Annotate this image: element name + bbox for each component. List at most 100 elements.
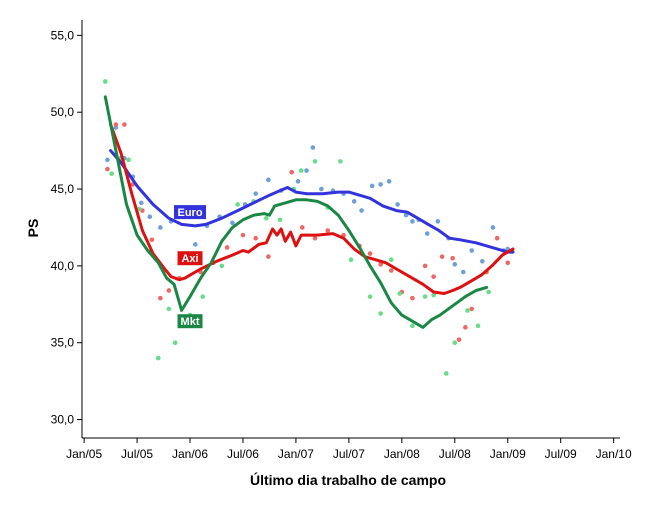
axi-series-label: Axi bbox=[177, 251, 203, 266]
euro-data-point bbox=[452, 262, 458, 267]
euro-data-point bbox=[480, 258, 485, 264]
mkt-data-point bbox=[475, 323, 481, 329]
axi-data-point bbox=[388, 268, 394, 273]
euro-data-point bbox=[230, 220, 235, 226]
axi-data-point bbox=[166, 288, 172, 293]
mkt-data-point bbox=[431, 292, 436, 298]
axi-data-point bbox=[266, 254, 271, 259]
mkt-fit-line bbox=[103, 95, 489, 329]
x-tick-label: Jan/06 bbox=[172, 447, 208, 461]
euro-data-point bbox=[147, 214, 153, 220]
euro-data-point bbox=[359, 208, 364, 213]
y-tick-label: 40,0 bbox=[51, 259, 75, 273]
euro-data-point bbox=[105, 157, 110, 163]
axi-data-point bbox=[463, 325, 468, 330]
axes: 30,0 35,0 40,0 45,0 50,0 55,0 Jan/05 Jul/05 Jan/… bbox=[51, 20, 632, 461]
axi-data-point bbox=[312, 235, 318, 241]
x-tick-label: Jul/05 bbox=[121, 447, 153, 461]
axi-data-point bbox=[439, 254, 445, 259]
axi-data-point bbox=[113, 122, 119, 127]
axi-data-point bbox=[450, 255, 455, 261]
x-tick-label: Jul/06 bbox=[227, 447, 259, 461]
axi-data-point bbox=[253, 235, 258, 241]
axi-data-point bbox=[431, 274, 436, 279]
mkt-data-point bbox=[235, 202, 240, 207]
axi-data-point bbox=[367, 251, 373, 256]
axi-data-point bbox=[289, 169, 294, 175]
euro-data-point bbox=[435, 219, 441, 224]
mkt-data-point bbox=[172, 340, 178, 346]
axi-data-point bbox=[325, 228, 331, 233]
euro-data-point bbox=[193, 242, 198, 247]
axi-data-point bbox=[378, 262, 383, 267]
euro-series-label: Euro bbox=[174, 205, 207, 220]
mkt-data-point bbox=[102, 79, 108, 84]
mkt-data-point bbox=[155, 355, 161, 361]
axi-data-point bbox=[224, 245, 230, 250]
x-tick-label: Jul/09 bbox=[545, 447, 577, 461]
mkt-data-point bbox=[422, 294, 428, 299]
euro-data-point bbox=[253, 191, 258, 196]
euro-data-point bbox=[139, 200, 144, 206]
x-tick-label: Jan/09 bbox=[490, 447, 526, 461]
mkt-data-point bbox=[109, 171, 114, 176]
axi-data-point bbox=[149, 237, 155, 243]
axi-data-point bbox=[469, 306, 475, 312]
y-tick-label: 45,0 bbox=[51, 182, 75, 196]
mkt-data-point bbox=[298, 168, 304, 173]
mkt-data-point bbox=[126, 157, 131, 163]
euro-data-point bbox=[369, 183, 375, 189]
euro-data-point bbox=[410, 219, 415, 224]
euro-data-point bbox=[351, 199, 357, 204]
euro-fit-line bbox=[109, 149, 515, 254]
series-labels: Euro Axi Mkt bbox=[174, 205, 207, 329]
euro-label-box bbox=[174, 205, 207, 220]
euro-data-point bbox=[310, 145, 316, 150]
euro-data-point bbox=[266, 177, 271, 183]
mkt-label-text: Mkt bbox=[181, 316, 200, 328]
euro-data-point bbox=[424, 231, 430, 236]
mkt-data-point bbox=[166, 306, 172, 312]
euro-data-point bbox=[460, 269, 466, 275]
mkt-data-point bbox=[348, 257, 354, 263]
euro-data-point bbox=[158, 225, 163, 230]
axi-data-point bbox=[456, 337, 462, 342]
axi-data-point bbox=[422, 263, 428, 269]
mkt-data-point bbox=[219, 263, 225, 269]
x-tick-label: Jan/08 bbox=[384, 447, 420, 461]
data-points bbox=[102, 79, 515, 376]
euro-data-point bbox=[469, 248, 475, 253]
axi-data-point bbox=[505, 260, 511, 266]
axi-label-box bbox=[177, 251, 203, 266]
axi-label-text: Axi bbox=[181, 253, 198, 265]
mkt-data-point bbox=[444, 371, 449, 376]
axi-data-point bbox=[240, 232, 246, 238]
euro-data-point bbox=[386, 179, 392, 184]
mkt-data-point bbox=[338, 159, 343, 164]
axi-data-point bbox=[122, 122, 127, 127]
fit-lines bbox=[103, 95, 515, 329]
y-tick-label: 50,0 bbox=[51, 105, 75, 119]
y-tick-label: 55,0 bbox=[51, 28, 75, 42]
euro-data-point bbox=[378, 182, 383, 187]
mkt-data-point bbox=[378, 311, 383, 316]
euro-data-point bbox=[304, 168, 309, 173]
mkt-data-point bbox=[277, 217, 283, 223]
x-axis-title: Último dia trabalho de campo bbox=[250, 471, 446, 488]
y-axis-title: PS bbox=[25, 219, 41, 238]
mkt-data-point bbox=[486, 289, 491, 295]
mkt-data-point bbox=[410, 323, 415, 329]
y-tick-label: 30,0 bbox=[51, 413, 75, 427]
axi-fit-line bbox=[109, 123, 515, 295]
axi-data-point bbox=[410, 295, 415, 301]
euro-data-point bbox=[295, 179, 301, 184]
x-tick-label: Jul/07 bbox=[333, 447, 365, 461]
mkt-data-point bbox=[465, 308, 470, 313]
mkt-series-label: Mkt bbox=[177, 314, 203, 329]
mkt-data-point bbox=[263, 215, 269, 221]
x-tick-label: Jan/10 bbox=[596, 447, 632, 461]
x-tick-label: Jul/08 bbox=[439, 447, 471, 461]
euro-data-point bbox=[395, 202, 400, 207]
y-tick-label: 35,0 bbox=[51, 336, 75, 350]
